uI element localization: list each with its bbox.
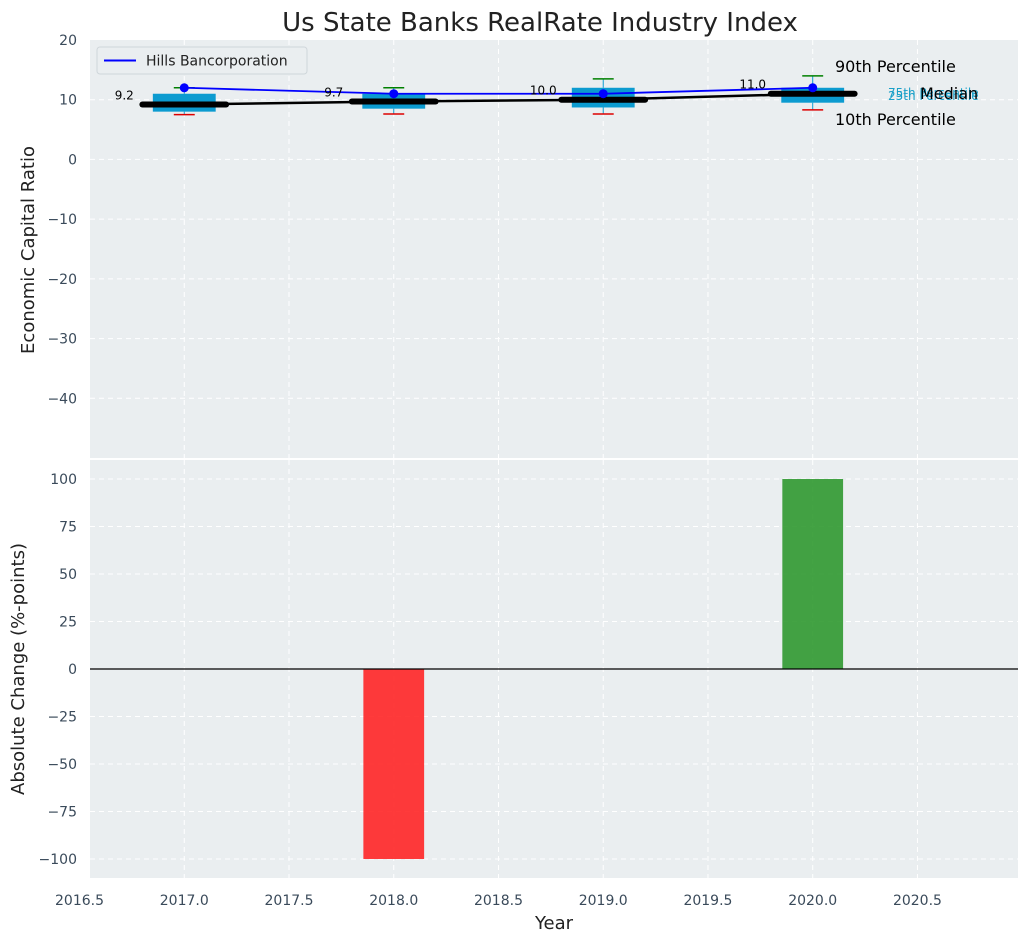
x-tick-label: 2016.5 [55, 893, 104, 909]
legend-label-company: Hills Bancorporation [146, 54, 288, 70]
x-tick-label: 2018.5 [474, 893, 523, 909]
median-value-label-2017: 9.2 [115, 88, 134, 102]
top-y-axis-label: Economic Capital Ratio [18, 146, 39, 354]
annotation-25th-percentile: 25th Percentile [888, 89, 979, 103]
bottom-y-tick-label: 100 [50, 472, 77, 488]
median-line [184, 92, 813, 106]
legend-box [96, 46, 308, 75]
top-y-tick-label: 10 [59, 93, 77, 109]
company-point-2017 [179, 83, 189, 93]
bottom-y-tick-label: −50 [47, 757, 77, 773]
top-y-tick-label: −20 [47, 272, 77, 288]
change-bars [363, 479, 844, 859]
x-tick-label: 2019.0 [579, 893, 628, 909]
change-bar-2020 [782, 479, 844, 669]
median-value-label-2020: 11.0 [739, 78, 766, 92]
median-value-label-2019: 10.0 [530, 84, 557, 98]
chart-title: Us State Banks RealRate Industry Index [282, 8, 798, 38]
top-y-tick-label: 20 [59, 33, 77, 49]
bottom-y-axis-label: Absolute Change (%-points) [8, 543, 29, 795]
bottom-y-tick-label: −25 [47, 710, 77, 726]
top-y-tick-label: −10 [47, 212, 77, 228]
company-line [184, 86, 813, 95]
top-grid [90, 40, 1018, 458]
bottom-y-tick-label: 25 [59, 615, 77, 631]
bottom-y-tick-label: 75 [59, 520, 77, 536]
top-y-ticks: 20 10 0 −10 −20 −30 −40 [47, 33, 77, 407]
x-tick-label: 2018.0 [369, 893, 418, 909]
x-ticks: 2016.5 2017.0 2017.5 2018.0 2018.5 2019.0 2019… [55, 893, 942, 909]
median-series [184, 92, 813, 106]
company-series [179, 83, 818, 99]
top-plot-area [90, 40, 1018, 458]
top-y-tick-label: −40 [47, 391, 77, 407]
company-point-2018 [389, 89, 399, 99]
company-point-2020 [808, 83, 818, 93]
annotation-90th-percentile: 90th Percentile [835, 57, 956, 76]
top-y-tick-label: −30 [47, 332, 77, 348]
company-point-2019 [598, 89, 608, 99]
legend: Hills Bancorporation [96, 46, 308, 75]
x-axis-label: Year [534, 913, 574, 934]
bottom-y-tick-label: −75 [47, 805, 77, 821]
annotation-75th-percentile: 75th Percentile [888, 86, 979, 100]
median-value-label-2018: 9.7 [324, 86, 343, 100]
x-tick-label: 2019.5 [683, 893, 732, 909]
top-y-tick-label: 0 [68, 152, 77, 168]
x-tick-label: 2020.5 [893, 893, 942, 909]
median-value-labels: 9.2 9.7 10.0 11.0 [115, 78, 766, 103]
bottom-y-tick-label: 0 [68, 662, 77, 678]
x-tick-label: 2020.0 [788, 893, 837, 909]
x-tick-label: 2017.0 [160, 893, 209, 909]
bottom-y-tick-label: −100 [39, 852, 77, 868]
annotation-10th-percentile: 10th Percentile [835, 110, 956, 129]
x-tick-label: 2017.5 [265, 893, 314, 909]
bottom-y-tick-label: 50 [59, 567, 77, 583]
change-bar-2018 [363, 669, 425, 859]
annotation-median: Median [920, 84, 978, 103]
bottom-y-ticks: 100 75 50 25 0 −25 −50 −75 −100 [39, 472, 77, 868]
